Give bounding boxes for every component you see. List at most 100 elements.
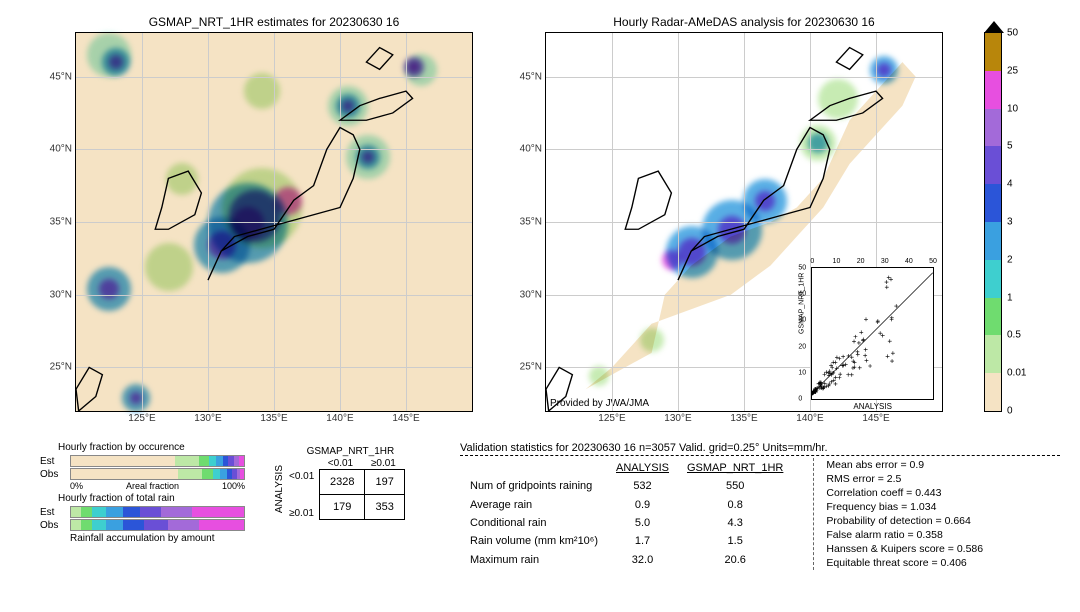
bar-segment (92, 520, 106, 530)
bar-segment (123, 507, 140, 517)
stat-line: Frequency bias = 1.034 (826, 500, 983, 514)
stat-line: RMS error = 2.5 (826, 472, 983, 486)
lon-tick: 140°E (796, 411, 823, 424)
colorbar-tick: 0.01 (1001, 368, 1026, 379)
val-col-gsmap: GSMAP_NRT_1HR (679, 460, 791, 476)
accum-footer: Rainfall accumulation by amount (70, 533, 245, 544)
lon-tick: 125°E (598, 411, 625, 424)
colorbar-segment (985, 146, 1001, 184)
bar-segment (71, 520, 81, 530)
val-cell: 20.6 (679, 552, 791, 568)
bar-label-est2: Est (40, 507, 70, 518)
validation-stats-list: Mean abs error = 0.9RMS error = 2.5Corre… (813, 458, 983, 570)
colorbar-segment (985, 222, 1001, 260)
bar-segment (216, 456, 223, 466)
lat-tick: 35°N (520, 217, 546, 228)
colorbar-tick: 1 (1001, 292, 1013, 303)
colorbar-segment (985, 373, 1001, 411)
precip-colorbar: 00.010.512345102550 (984, 32, 1002, 412)
stat-line: Mean abs error = 0.9 (826, 458, 983, 472)
bar-segment (199, 456, 209, 466)
bar-segment (168, 520, 199, 530)
cont-cell-10: 179 (320, 495, 365, 520)
bar-segment (192, 507, 244, 517)
gsmap-map-title: GSMAP_NRT_1HR estimates for 20230630 16 (76, 15, 472, 29)
colorbar-segment (985, 109, 1001, 147)
lon-tick: 135°E (260, 411, 287, 424)
val-cell: 4.3 (679, 515, 791, 531)
bar-label-obs: Obs (40, 469, 70, 480)
occurrence-bar-obs (70, 468, 245, 480)
lat-tick: 30°N (50, 289, 76, 300)
totalrain-bar-obs (70, 519, 245, 531)
val-cell: 1.7 (608, 533, 677, 549)
axis-0pct: 0% (70, 481, 83, 491)
bar-label-obs2: Obs (40, 520, 70, 531)
stat-line: Probability of detection = 0.664 (826, 514, 983, 528)
val-cell: Maximum rain (462, 552, 606, 568)
cont-cell-01: 197 (365, 470, 404, 495)
bar-segment (175, 456, 199, 466)
bar-segment (71, 469, 178, 479)
contingency-title: GSMAP_NRT_1HR (296, 446, 405, 457)
val-cell: 532 (608, 478, 677, 494)
colorbar-segment (985, 33, 1001, 71)
scatter-ylabel: GSMAP_NRT_1HR (799, 272, 806, 333)
scatter-xlabel: ANALYSIS (812, 402, 933, 411)
val-cell: 0.9 (608, 497, 677, 513)
lon-tick: 145°E (392, 411, 419, 424)
colorbar-segment (985, 71, 1001, 109)
colorbar-tick: 5 (1001, 141, 1013, 152)
stat-line: Correlation coeff = 0.443 (826, 486, 983, 500)
occurrence-bar-est (70, 455, 245, 467)
cont-col-1: ≥0.01 (362, 458, 405, 469)
colorbar-tick: 0 (1001, 406, 1013, 417)
axis-100pct: 100% (222, 481, 245, 491)
bar-segment (213, 469, 220, 479)
bar-segment (81, 507, 91, 517)
lat-tick: 45°N (50, 71, 76, 82)
scatter-inset: ANALYSISGSMAP_NRT_1HR0010102020303040405… (811, 267, 934, 399)
lat-tick: 25°N (50, 362, 76, 373)
bar-segment (240, 469, 243, 479)
val-cell: Rain volume (mm km²10⁶) (462, 533, 606, 549)
cont-row-0: <0.01 (289, 471, 319, 482)
val-cell: 0.8 (679, 497, 791, 513)
bar-segment (202, 469, 212, 479)
colorbar-tick: 10 (1001, 103, 1018, 114)
bar-segment (178, 469, 202, 479)
lon-tick: 130°E (664, 411, 691, 424)
colorbar-tick: 3 (1001, 217, 1013, 228)
validation-header: Validation statistics for 20230630 16 n=… (460, 442, 1060, 456)
cont-cell-00: 2328 (320, 470, 365, 495)
val-col-analysis: ANALYSIS (608, 460, 677, 476)
bar-segment (106, 520, 123, 530)
cont-col-0: <0.01 (319, 458, 362, 469)
bar-segment (123, 520, 144, 530)
bar-segment (92, 507, 106, 517)
bar-segment (71, 456, 175, 466)
radar-map-panel: Hourly Radar-AMeDAS analysis for 2023063… (545, 32, 943, 412)
lat-tick: 30°N (520, 289, 546, 300)
totalrain-bar-est (70, 506, 245, 518)
lon-tick: 130°E (194, 411, 221, 424)
validation-block: Validation statistics for 20230630 16 n=… (460, 442, 1060, 570)
bar-segment (239, 456, 244, 466)
coastline-layer (76, 33, 472, 411)
colorbar-tick: 4 (1001, 179, 1013, 190)
lat-tick: 40°N (50, 144, 76, 155)
colorbar-tick: 50 (1001, 28, 1018, 39)
colorbar-segment (985, 298, 1001, 336)
bar-segment (81, 520, 91, 530)
lon-tick: 135°E (730, 411, 757, 424)
lon-tick: 125°E (128, 411, 155, 424)
occurrence-title: Hourly fraction by occurence (58, 442, 245, 453)
val-cell: 1.5 (679, 533, 791, 549)
contingency-table: 2328197 179353 (319, 469, 405, 520)
bar-segment (106, 507, 123, 517)
lat-tick: 35°N (50, 217, 76, 228)
val-cell: 32.0 (608, 552, 677, 568)
colorbar-segment (985, 184, 1001, 222)
lon-tick: 145°E (862, 411, 889, 424)
contingency-block: GSMAP_NRT_1HR ANALYSIS <0.01≥0.01 <0.01≥… (274, 446, 405, 520)
